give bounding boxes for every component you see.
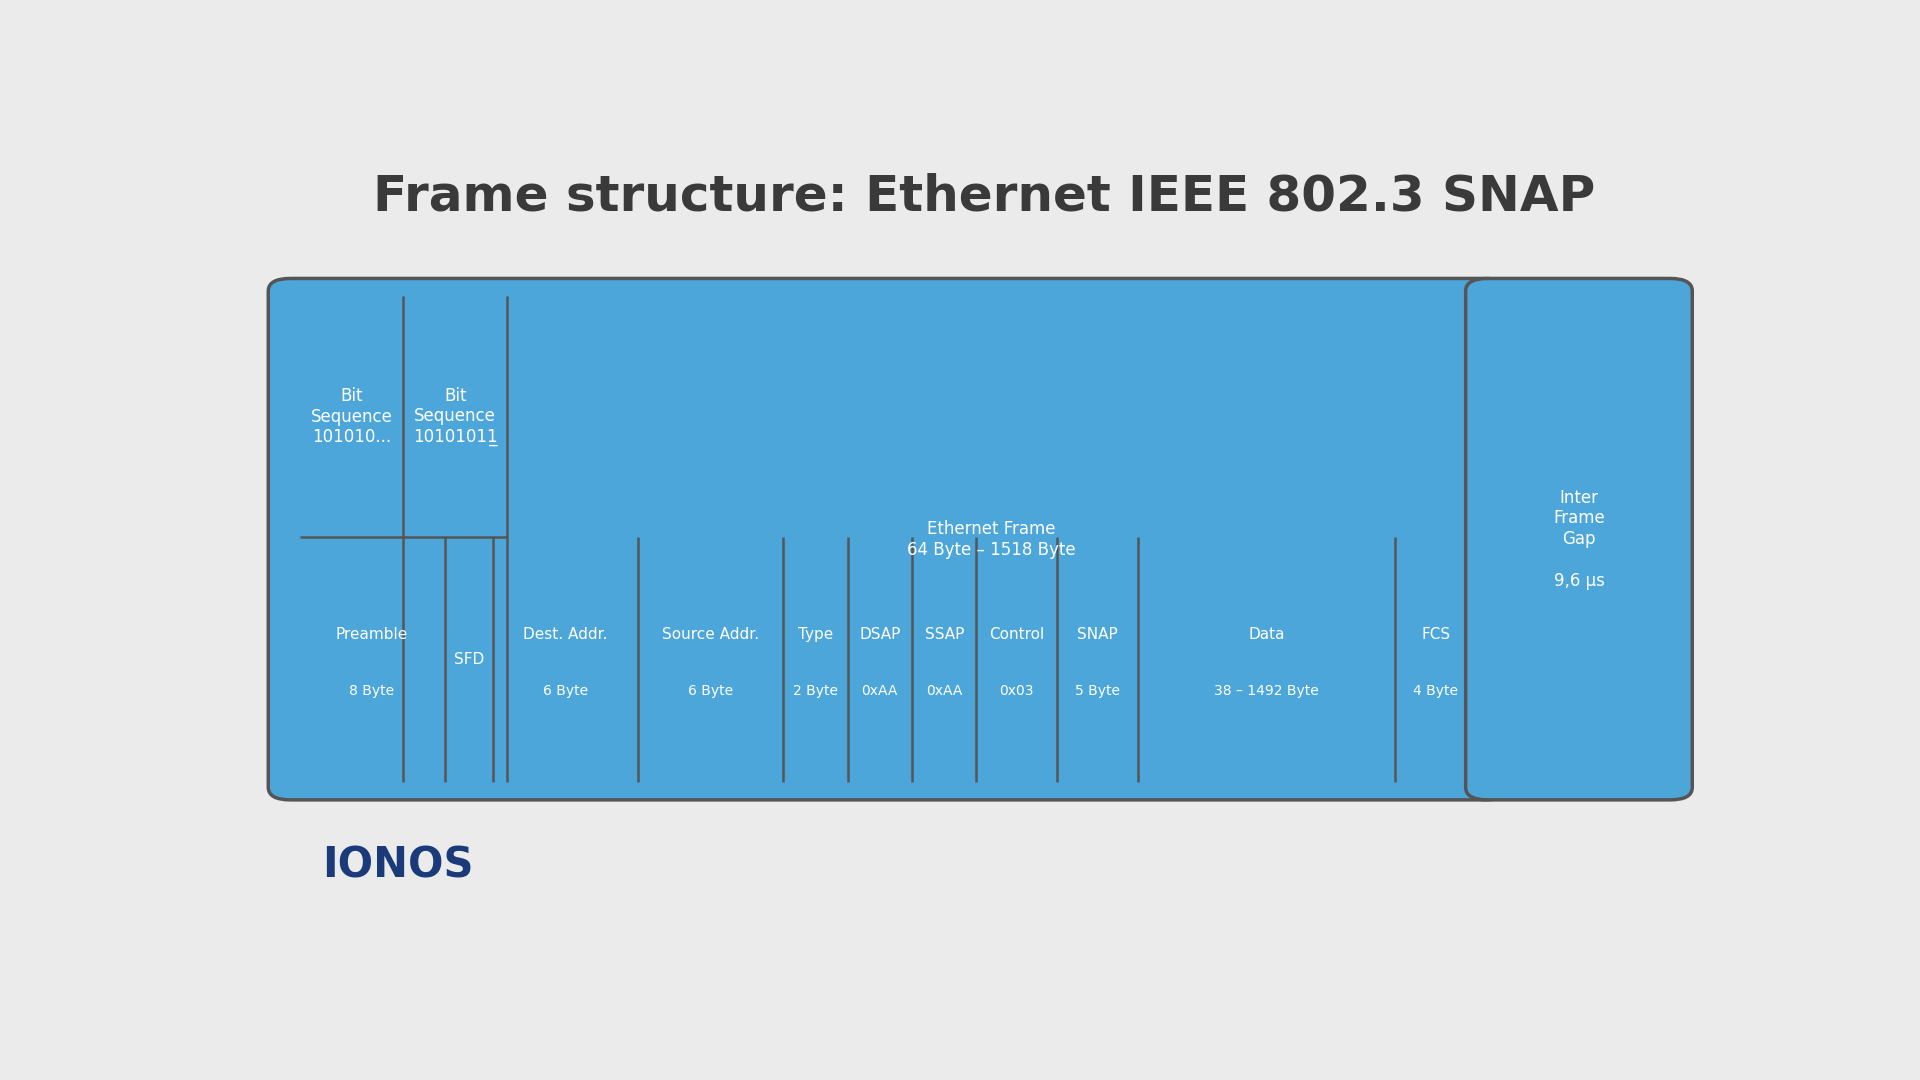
Text: DSAP: DSAP [858,627,900,643]
Text: SSAP: SSAP [925,627,964,643]
Text: 6 Byte: 6 Byte [543,685,588,699]
Text: 38 – 1492 Byte: 38 – 1492 Byte [1213,685,1319,699]
Text: 6 Byte: 6 Byte [687,685,733,699]
Text: 0x03: 0x03 [1000,685,1035,699]
Text: 0xAA: 0xAA [925,685,962,699]
Text: FCS: FCS [1421,627,1450,643]
Text: 5 Byte: 5 Byte [1075,685,1119,699]
Text: Source Addr.: Source Addr. [662,627,758,643]
Text: Inter
Frame
Gap

9,6 μs: Inter Frame Gap 9,6 μs [1553,488,1605,590]
FancyBboxPatch shape [269,279,1507,800]
Text: IONOS: IONOS [323,845,474,887]
Text: Type: Type [797,627,833,643]
Text: Control: Control [989,627,1044,643]
Text: 4 Byte: 4 Byte [1413,685,1459,699]
Text: Dest. Addr.: Dest. Addr. [524,627,609,643]
Text: Preamble: Preamble [336,627,409,643]
Text: Data: Data [1248,627,1284,643]
Text: 8 Byte: 8 Byte [349,685,396,699]
Text: Bit
Sequence
101010...: Bit Sequence 101010... [311,387,392,446]
Text: Bit
Sequence
10101011̲: Bit Sequence 10101011̲ [413,387,497,446]
Text: SNAP: SNAP [1077,627,1117,643]
Text: Frame structure: Ethernet IEEE 802.3 SNAP: Frame structure: Ethernet IEEE 802.3 SNA… [372,172,1596,220]
Text: Ethernet Frame
64 Byte – 1518 Byte: Ethernet Frame 64 Byte – 1518 Byte [908,519,1075,558]
Text: 2 Byte: 2 Byte [793,685,837,699]
Text: SFD: SFD [453,652,484,667]
FancyBboxPatch shape [1465,279,1692,800]
Text: 0xAA: 0xAA [862,685,899,699]
